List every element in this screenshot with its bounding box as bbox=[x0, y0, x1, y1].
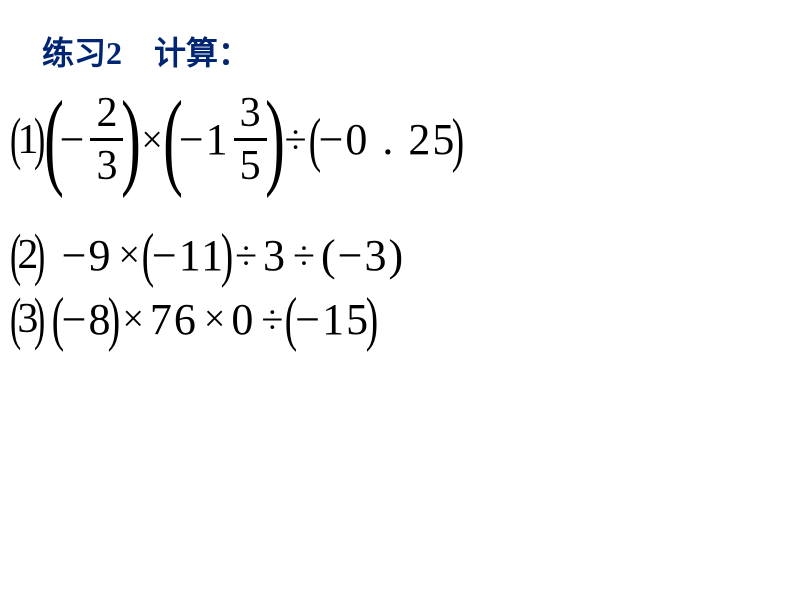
frac-denominator: 5 bbox=[234, 141, 267, 191]
divide-sign: ÷ bbox=[293, 232, 315, 279]
big-rparen-icon: ) bbox=[122, 91, 142, 188]
number: 76 bbox=[150, 294, 198, 345]
med-lparen-icon: ( bbox=[51, 292, 63, 346]
med-rparen-icon: ) bbox=[221, 228, 233, 282]
number: 11 bbox=[179, 230, 225, 281]
eq2-label: ( 2 ) bbox=[14, 229, 42, 281]
eq2-body: − 9 × ( − 11 ) ÷ 3 ÷ ( − 3 ) bbox=[50, 228, 403, 282]
big-rparen-icon: ) bbox=[265, 91, 285, 188]
small-lparen-icon: ( bbox=[321, 230, 336, 281]
eq3-label: ( 3 ) bbox=[14, 293, 42, 345]
med-rparen-icon: ) bbox=[366, 292, 378, 346]
times-sign: × bbox=[122, 297, 143, 341]
small-rparen-icon: ) bbox=[388, 230, 403, 281]
exercise-title: 练习2 计算： bbox=[42, 28, 250, 74]
eq1-label: ( 1 ) bbox=[14, 113, 42, 165]
fraction-3-5: 3 5 bbox=[234, 88, 267, 191]
frac-numerator: 2 bbox=[90, 88, 123, 138]
big-lparen-icon: ( bbox=[44, 91, 64, 188]
eq3-body: ( − 8 ) × 76 × 0 ÷ ( − 15 ) bbox=[50, 292, 374, 346]
minus-sign: − bbox=[338, 230, 363, 281]
med-rparen-icon: ) bbox=[452, 113, 464, 167]
lparen-icon: ( bbox=[10, 229, 21, 281]
eq1-body: ( − 2 3 ) × ( − 1 3 5 ) ÷ ( − 0 . 25 ) bbox=[50, 88, 461, 191]
equation-1: ( 1 ) ( − 2 3 ) × ( − 1 3 5 ) ÷ ( bbox=[14, 88, 460, 191]
minus-sign: − bbox=[62, 230, 87, 281]
number: 3 bbox=[364, 230, 388, 281]
title-text: 练习2 计算： bbox=[42, 35, 250, 71]
med-rparen-icon: ) bbox=[108, 292, 120, 346]
divide-sign: ÷ bbox=[285, 116, 307, 163]
lparen-icon: ( bbox=[10, 113, 21, 165]
frac-denominator: 3 bbox=[90, 141, 123, 191]
number: 0 bbox=[231, 294, 255, 345]
minus-sign: − bbox=[295, 294, 320, 345]
med-lparen-icon: ( bbox=[308, 113, 320, 167]
times-sign: × bbox=[141, 118, 162, 162]
minus-sign: − bbox=[62, 294, 87, 345]
med-lparen-icon: ( bbox=[285, 292, 297, 346]
number: 3 bbox=[263, 230, 287, 281]
fraction-2-3: 2 3 bbox=[90, 88, 123, 191]
times-sign: × bbox=[118, 233, 139, 277]
number: 15 bbox=[322, 294, 370, 345]
divide-sign: ÷ bbox=[261, 296, 283, 343]
rparen-icon: ) bbox=[34, 229, 45, 281]
lparen-icon: ( bbox=[10, 293, 21, 345]
equation-3: ( 3 ) ( − 8 ) × 76 × 0 ÷ ( − 15 ) bbox=[14, 292, 374, 346]
divide-sign: ÷ bbox=[235, 232, 257, 279]
minus-sign: − bbox=[319, 114, 344, 165]
number: 9 bbox=[88, 230, 112, 281]
whole-number: 1 bbox=[206, 114, 228, 165]
med-lparen-icon: ( bbox=[142, 228, 154, 282]
decimal-value: 0 . 25 bbox=[345, 114, 456, 165]
minus-sign: − bbox=[152, 230, 177, 281]
frac-numerator: 3 bbox=[234, 88, 267, 138]
rparen-icon: ) bbox=[34, 293, 45, 345]
big-lparen-icon: ( bbox=[163, 91, 183, 188]
times-sign: × bbox=[204, 297, 225, 341]
equation-2: ( 2 ) − 9 × ( − 11 ) ÷ 3 ÷ ( − 3 ) bbox=[14, 228, 403, 282]
